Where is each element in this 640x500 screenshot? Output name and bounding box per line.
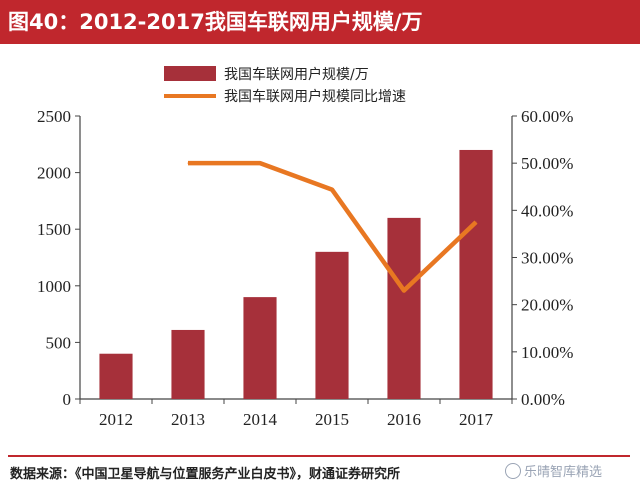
watermark: 乐晴智库精选 <box>505 461 602 485</box>
footer-divider <box>8 455 630 457</box>
bar-2016 <box>387 217 421 399</box>
x-tick-label: 2012 <box>99 410 133 429</box>
line-series <box>187 160 478 293</box>
right-y-tick-label: 10.00% <box>521 343 573 362</box>
bar-2017 <box>459 149 493 399</box>
left-y-tick-label: 500 <box>46 333 72 352</box>
x-tick-label: 2017 <box>459 410 494 429</box>
growth-rate-point-2017 <box>475 221 477 223</box>
chart-axes: 0 500 1000 1500 2000 2500 0.00% 10.00% 20.00% 30.… <box>37 107 573 429</box>
chart-title: 图40：2012-2017我国车联网用户规模/万 <box>8 10 423 34</box>
x-tick-label: 2013 <box>171 410 205 429</box>
left-y-tick-label: 2000 <box>37 164 71 183</box>
bar-2015 <box>315 251 349 399</box>
right-y-tick-label: 30.00% <box>521 249 573 268</box>
left-y-tick-label: 0 <box>63 390 72 409</box>
right-y-tick-label: 60.00% <box>521 107 573 126</box>
legend-bar-swatch <box>164 66 216 81</box>
left-y-tick-label: 1500 <box>37 220 71 239</box>
growth-rate-point-2014 <box>259 162 261 164</box>
legend-bar-label: 我国车联网用户规模/万 <box>224 66 369 83</box>
right-y-tick-label: 50.00% <box>521 154 573 173</box>
legend-line-label: 我国车联网用户规模同比增速 <box>224 88 406 105</box>
right-y-tick-label: 20.00% <box>521 296 573 315</box>
bar-series <box>99 149 493 399</box>
chart-title-bar: 图40：2012-2017我国车联网用户规模/万 <box>0 0 640 44</box>
bar-2012 <box>99 353 133 399</box>
left-y-tick-label: 1000 <box>37 277 71 296</box>
left-y-tick-label: 2500 <box>37 107 71 126</box>
growth-rate-point-2015 <box>331 189 333 191</box>
right-y-tick-label: 40.00% <box>521 201 573 220</box>
right-y-tick-label: 0.00% <box>521 390 565 409</box>
growth-rate-point-2013 <box>187 162 189 164</box>
source-text: 数据来源：《中国卫星导航与位置服务产业白皮书》，财通证券研究所 <box>10 467 401 482</box>
x-tick-label: 2015 <box>315 410 349 429</box>
source-note: 数据来源：《中国卫星导航与位置服务产业白皮书》，财通证券研究所 <box>10 463 630 487</box>
bar-2013 <box>171 329 205 399</box>
bar-2014 <box>243 297 277 399</box>
wechat-icon <box>505 463 521 479</box>
growth-rate-point-2016 <box>403 290 405 292</box>
x-tick-label: 2014 <box>243 410 278 429</box>
x-tick-label: 2016 <box>387 410 421 429</box>
watermark-text: 乐晴智库精选 <box>524 465 603 480</box>
